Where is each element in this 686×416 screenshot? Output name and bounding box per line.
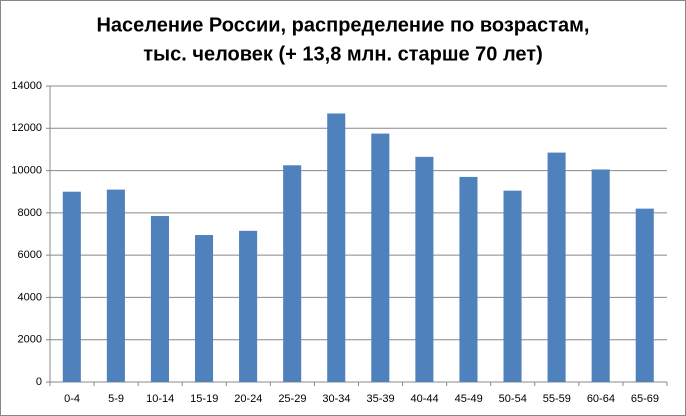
bar (635, 208, 654, 382)
y-tick-label: 12000 (11, 122, 42, 134)
x-tick-label: 25-29 (278, 393, 306, 405)
bar (283, 165, 302, 382)
bar (503, 190, 522, 382)
bar (106, 189, 125, 382)
y-tick-label: 10000 (11, 164, 42, 176)
x-tick-label: 0-4 (64, 393, 80, 405)
chart-title: тыс. человек (+ 13,8 млн. старше 70 лет) (143, 43, 542, 65)
y-tick-label: 6000 (18, 249, 42, 261)
bar (239, 230, 258, 382)
x-tick-label: 55-59 (543, 393, 571, 405)
y-tick-label: 0 (36, 376, 42, 388)
x-tick-label: 10-14 (146, 393, 174, 405)
chart-title: Население России, распределение по возра… (96, 14, 589, 36)
bar (459, 176, 478, 382)
x-tick-label: 35-39 (366, 393, 394, 405)
y-tick-label: 14000 (11, 80, 42, 92)
x-tick-label: 40-44 (411, 393, 439, 405)
x-tick-label: 30-34 (322, 393, 350, 405)
bar (327, 113, 346, 382)
bar (591, 169, 610, 382)
x-tick-label: 50-54 (499, 393, 527, 405)
bar (371, 133, 390, 382)
bar (547, 152, 566, 382)
y-tick-label: 2000 (18, 334, 42, 346)
bar (62, 191, 81, 382)
x-tick-label: 60-64 (587, 393, 615, 405)
x-tick-label: 5-9 (108, 393, 124, 405)
bar (150, 216, 169, 382)
x-tick-label: 20-24 (234, 393, 262, 405)
x-tick-label: 15-19 (190, 393, 218, 405)
x-tick-label: 65-69 (631, 393, 659, 405)
bar (415, 156, 434, 382)
x-tick-label: 45-49 (455, 393, 483, 405)
y-tick-label: 8000 (18, 207, 42, 219)
bar (194, 235, 214, 382)
y-tick-label: 4000 (18, 291, 42, 303)
